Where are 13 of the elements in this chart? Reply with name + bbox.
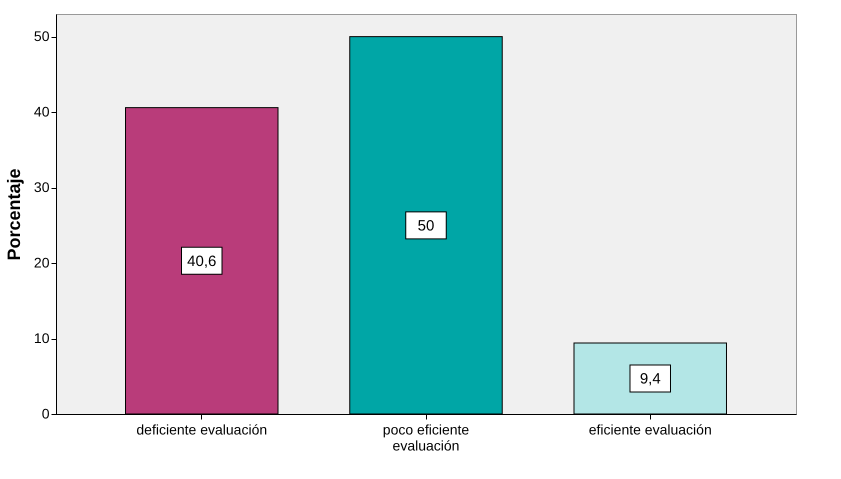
x-tick-label: eficiente evaluación bbox=[588, 422, 712, 438]
y-tick-label: 0 bbox=[42, 406, 50, 422]
y-axis-title: Porcentaje bbox=[4, 168, 24, 261]
x-tick-label: deficiente evaluación bbox=[136, 422, 268, 438]
data-label: 9,4 bbox=[640, 370, 661, 388]
y-tick-label: 30 bbox=[34, 179, 50, 196]
y-tick-label: 40 bbox=[34, 104, 50, 120]
x-tick-label: poco eficiente evaluación bbox=[382, 422, 470, 454]
y-tick-label: 50 bbox=[34, 28, 50, 44]
data-label: 50 bbox=[418, 217, 434, 234]
y-tick-label: 10 bbox=[34, 330, 50, 346]
data-label: 40,6 bbox=[187, 252, 216, 270]
y-tick-label: 20 bbox=[34, 254, 50, 271]
